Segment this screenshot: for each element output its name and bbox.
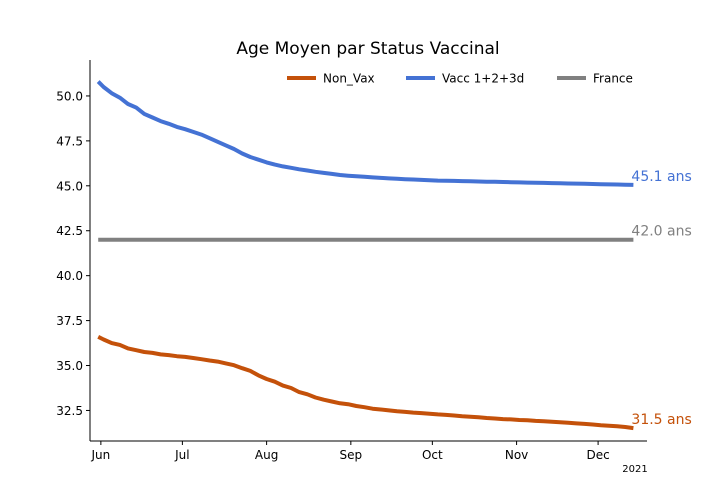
x-tick-label: Nov bbox=[505, 448, 528, 462]
series-line-non-vax bbox=[97, 335, 634, 431]
x-axis-ticks: Jun Jul Aug Sep Oct Nov Dec bbox=[90, 441, 610, 462]
series-line-vacc-1-2-3d bbox=[96, 80, 634, 187]
x-tick-label: Oct bbox=[422, 448, 443, 462]
series-end-label: 31.5 ans bbox=[631, 412, 691, 428]
legend-label: France bbox=[593, 72, 633, 86]
x-tick-label: Sep bbox=[340, 448, 363, 462]
x-tick-label: Dec bbox=[586, 448, 609, 462]
legend-label: Vacc 1+2+3d bbox=[442, 72, 524, 86]
y-tick-label: 32.5 bbox=[56, 404, 83, 418]
y-axis-ticks: 32.5 35.0 37.5 40.0 42.5 45.0 47.5 50.0 bbox=[56, 89, 90, 418]
series-end-labels: 31.5 ans 45.1 ans 42.0 ans bbox=[631, 169, 691, 428]
x-tick-label: Jul bbox=[174, 448, 189, 462]
y-tick-label: 47.5 bbox=[56, 134, 83, 148]
legend-label: Non_Vax bbox=[323, 72, 375, 86]
y-tick-label: 42.5 bbox=[56, 224, 83, 238]
x-axis-year-label: 2021 bbox=[622, 464, 647, 475]
series-end-label: 42.0 ans bbox=[631, 224, 691, 240]
y-tick-label: 45.0 bbox=[56, 179, 83, 193]
series-end-label: 45.1 ans bbox=[631, 169, 691, 185]
y-tick-label: 37.5 bbox=[56, 314, 83, 328]
series-lines bbox=[96, 80, 634, 431]
y-tick-label: 40.0 bbox=[56, 269, 83, 283]
x-tick-label: Aug bbox=[255, 448, 278, 462]
y-tick-label: 35.0 bbox=[56, 359, 83, 373]
x-tick-label: Jun bbox=[90, 448, 110, 462]
y-tick-label: 50.0 bbox=[56, 89, 83, 103]
legend: Non_Vax Vacc 1+2+3d France bbox=[287, 72, 633, 86]
chart-title: Age Moyen par Status Vaccinal bbox=[236, 39, 499, 59]
